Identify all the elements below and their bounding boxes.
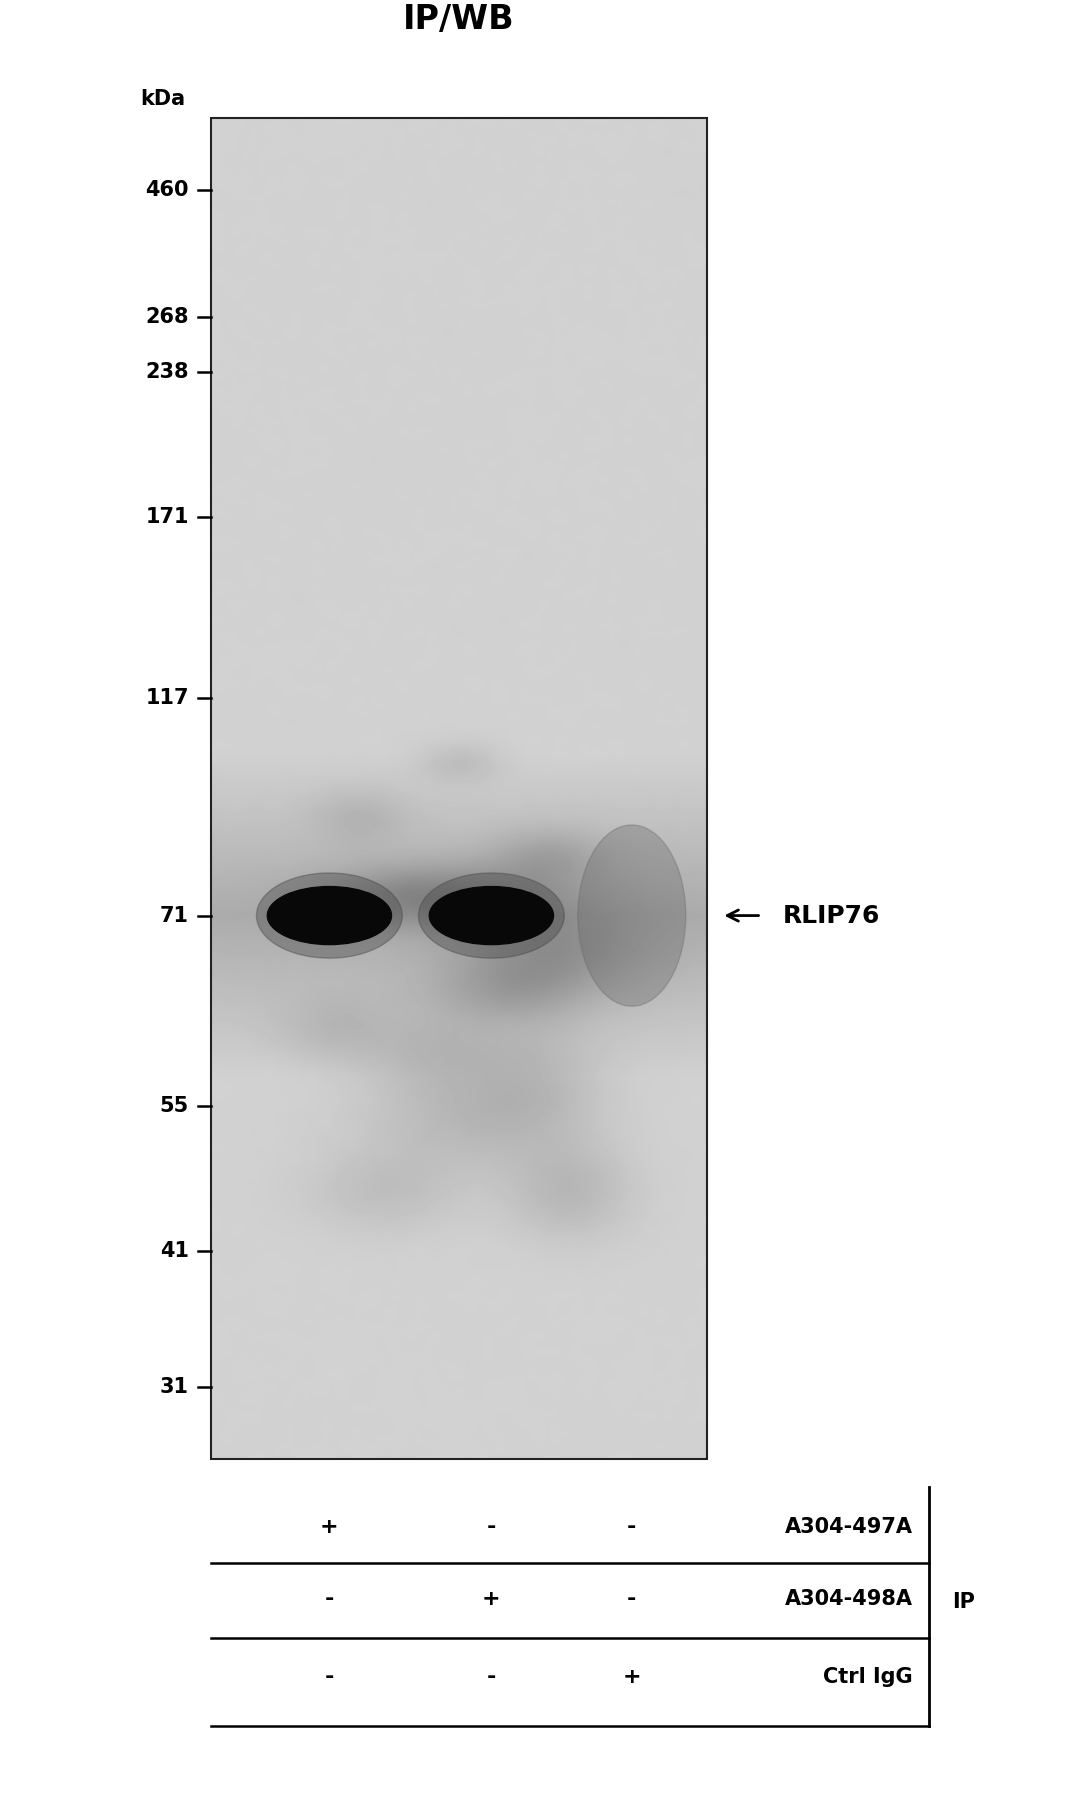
Text: 117: 117 [146, 687, 189, 709]
Text: 238: 238 [146, 361, 189, 383]
Text: 171: 171 [146, 506, 189, 528]
Text: -: - [627, 1588, 636, 1610]
Text: kDa: kDa [140, 89, 186, 109]
Ellipse shape [430, 887, 554, 945]
Text: A304-498A: A304-498A [784, 1588, 913, 1610]
Text: -: - [627, 1516, 636, 1537]
Bar [211, 118, 707, 1459]
Ellipse shape [419, 874, 565, 957]
Text: 31: 31 [160, 1376, 189, 1398]
Text: 55: 55 [160, 1095, 189, 1117]
Text: -: - [325, 1666, 334, 1688]
Text: 41: 41 [160, 1240, 189, 1262]
Ellipse shape [267, 887, 391, 945]
Text: -: - [325, 1588, 334, 1610]
Text: 268: 268 [146, 306, 189, 328]
Ellipse shape [257, 874, 402, 957]
Text: A304-497A: A304-497A [784, 1516, 913, 1537]
Text: +: + [482, 1588, 501, 1610]
Text: IP/WB: IP/WB [403, 4, 515, 36]
Text: +: + [320, 1516, 339, 1537]
Text: 460: 460 [146, 179, 189, 201]
Text: Ctrl IgG: Ctrl IgG [823, 1666, 913, 1688]
Text: RLIP76: RLIP76 [783, 903, 880, 928]
Text: IP: IP [953, 1592, 975, 1612]
Text: +: + [622, 1666, 642, 1688]
Text: -: - [487, 1516, 496, 1537]
Text: -: - [487, 1666, 496, 1688]
Text: 71: 71 [160, 905, 189, 926]
Ellipse shape [578, 825, 686, 1006]
